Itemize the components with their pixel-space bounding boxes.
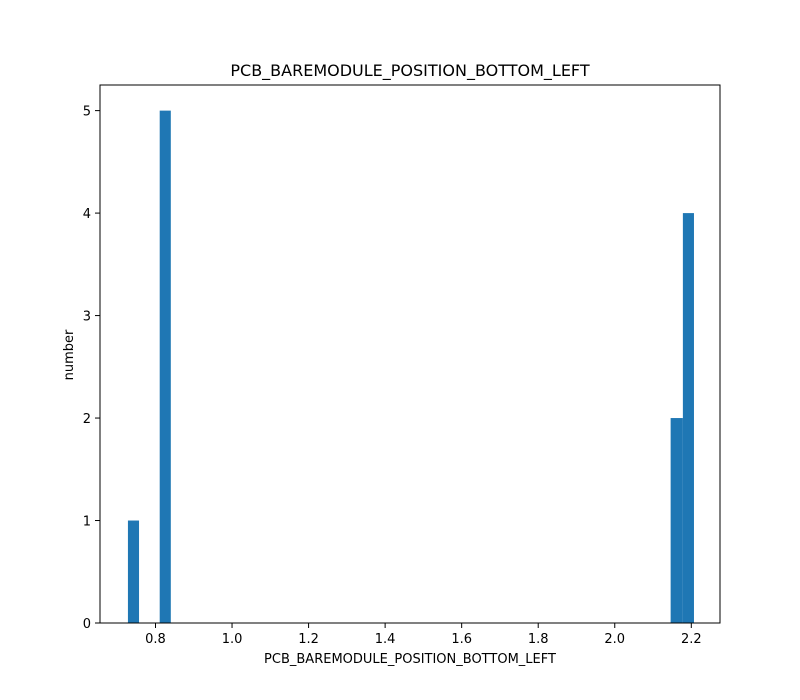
x-axis-label: PCB_BAREMODULE_POSITION_BOTTOM_LEFT [264, 652, 556, 667]
x-tick-label: 0.8 [145, 632, 166, 647]
y-tick-label: 5 [83, 105, 91, 120]
bars-group [127, 110, 694, 624]
y-tick-label: 1 [83, 515, 91, 530]
x-tick-label: 1.6 [451, 632, 472, 647]
y-tick-label: 3 [83, 310, 91, 325]
y-tick-label: 4 [83, 207, 91, 222]
bar-2 [670, 418, 683, 623]
y-axis-label: number [62, 329, 77, 380]
bar-1 [159, 110, 171, 624]
x-axis-ticks: 0.8 1.0 1.2 1.4 1.6 1.8 2.0 2.2 [145, 623, 702, 647]
y-tick-label: 0 [83, 617, 91, 632]
bar-3 [682, 213, 694, 623]
y-tick-label: 2 [83, 412, 91, 427]
x-tick-label: 1.8 [528, 632, 549, 647]
x-tick-label: 2.0 [604, 632, 625, 647]
y-axis-ticks: 0 1 2 3 4 5 [83, 105, 100, 632]
plot-frame [99, 84, 721, 624]
x-tick-label: 1.0 [222, 632, 243, 647]
bar-0 [127, 520, 140, 623]
chart-title: PCB_BAREMODULE_POSITION_BOTTOM_LEFT [230, 61, 589, 81]
x-tick-label: 2.2 [681, 632, 702, 647]
x-tick-label: 1.2 [298, 632, 319, 647]
x-tick-label: 1.4 [375, 632, 396, 647]
